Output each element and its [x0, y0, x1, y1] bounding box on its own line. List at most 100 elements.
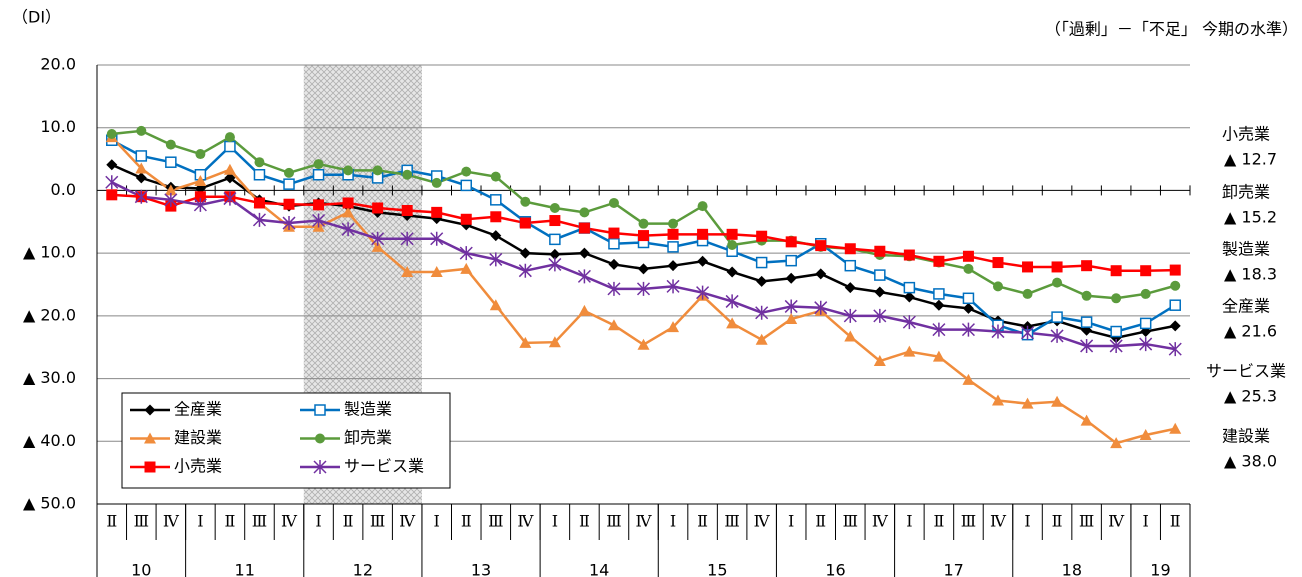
- end-label-value: ▲ 18.3: [1224, 265, 1277, 284]
- x-tick-label: Ⅰ: [1024, 512, 1030, 531]
- marker: [785, 312, 798, 324]
- y-tick-label: 0.0: [51, 180, 76, 199]
- marker: [961, 322, 975, 337]
- year-label: 17: [943, 561, 963, 577]
- marker: [372, 165, 383, 176]
- marker: [1051, 395, 1064, 407]
- marker: [756, 230, 768, 242]
- year-label: 13: [471, 561, 491, 577]
- marker: [844, 282, 856, 294]
- end-label-name: 建設業: [1222, 427, 1270, 446]
- marker: [549, 215, 561, 227]
- marker: [313, 159, 324, 170]
- end-label-name: サービス業: [1206, 362, 1286, 381]
- marker: [666, 279, 680, 294]
- end-label-value: ▲ 21.6: [1224, 322, 1277, 341]
- marker: [342, 197, 354, 209]
- marker: [341, 222, 355, 237]
- x-tick-label: Ⅰ: [670, 512, 676, 531]
- x-tick-label: Ⅲ: [134, 512, 149, 531]
- marker: [844, 243, 856, 255]
- marker: [518, 263, 532, 278]
- year-label: 12: [353, 561, 373, 577]
- marker: [430, 265, 443, 277]
- x-tick-label: Ⅱ: [461, 512, 472, 531]
- year-label: 16: [825, 561, 845, 577]
- marker: [430, 231, 444, 246]
- marker: [726, 317, 739, 329]
- marker: [549, 233, 561, 246]
- y-tick-label: ▲ 10.0: [23, 243, 76, 262]
- unit-label: （DI）: [12, 8, 61, 27]
- marker: [461, 166, 472, 177]
- marker: [697, 201, 708, 212]
- marker: [1169, 320, 1181, 332]
- marker: [165, 156, 177, 168]
- marker: [520, 196, 531, 207]
- marker: [490, 194, 502, 206]
- x-tick-label: Ⅰ: [315, 512, 321, 531]
- marker: [283, 178, 295, 190]
- x-tick-label: Ⅰ: [1143, 512, 1149, 531]
- x-tick-label: Ⅱ: [224, 512, 235, 531]
- marker: [667, 321, 680, 333]
- marker: [548, 257, 562, 272]
- marker: [253, 197, 265, 209]
- marker: [992, 281, 1003, 292]
- x-tick-label: Ⅱ: [933, 512, 944, 531]
- x-tick-label: Ⅳ: [1108, 512, 1125, 531]
- marker: [401, 265, 414, 277]
- marker: [903, 345, 916, 357]
- end-label-name: 小売業: [1222, 125, 1270, 144]
- x-tick-label: Ⅱ: [1170, 512, 1181, 531]
- x-tick-label: Ⅱ: [343, 512, 354, 531]
- marker: [135, 150, 148, 162]
- x-tick-label: Ⅳ: [636, 512, 653, 531]
- legend-label: サービス業: [344, 457, 424, 476]
- marker: [933, 255, 945, 267]
- marker: [962, 302, 974, 314]
- marker: [490, 211, 502, 223]
- marker: [578, 304, 591, 316]
- marker: [313, 199, 325, 211]
- x-tick-label: Ⅰ: [552, 512, 558, 531]
- marker: [460, 179, 473, 192]
- marker: [843, 308, 857, 323]
- marker: [1080, 414, 1093, 426]
- marker: [963, 263, 974, 274]
- legend-label: 全産業: [174, 400, 222, 419]
- marker: [164, 192, 178, 207]
- marker: [667, 241, 679, 253]
- marker: [962, 373, 975, 385]
- x-tick-label: Ⅱ: [1052, 512, 1063, 531]
- marker: [548, 336, 561, 348]
- marker: [489, 299, 502, 311]
- x-tick-label: Ⅱ: [579, 512, 590, 531]
- marker: [519, 217, 531, 229]
- marker: [608, 197, 619, 208]
- marker: [371, 240, 384, 252]
- marker: [637, 338, 650, 350]
- marker: [1169, 299, 1181, 311]
- marker: [1022, 288, 1033, 299]
- marker: [549, 248, 561, 260]
- marker: [638, 218, 649, 229]
- marker: [932, 350, 945, 362]
- marker: [844, 330, 857, 342]
- marker: [489, 252, 503, 267]
- marker: [315, 433, 325, 444]
- marker: [164, 184, 177, 196]
- marker: [1110, 265, 1122, 277]
- marker: [342, 206, 355, 218]
- x-tick-label: Ⅲ: [961, 512, 976, 531]
- marker: [638, 230, 649, 242]
- marker: [784, 299, 798, 314]
- marker: [608, 258, 620, 270]
- marker: [490, 230, 502, 242]
- marker: [252, 212, 267, 227]
- marker: [962, 292, 975, 305]
- marker: [1139, 317, 1152, 330]
- marker: [755, 305, 769, 320]
- marker: [696, 285, 710, 300]
- marker: [874, 286, 886, 298]
